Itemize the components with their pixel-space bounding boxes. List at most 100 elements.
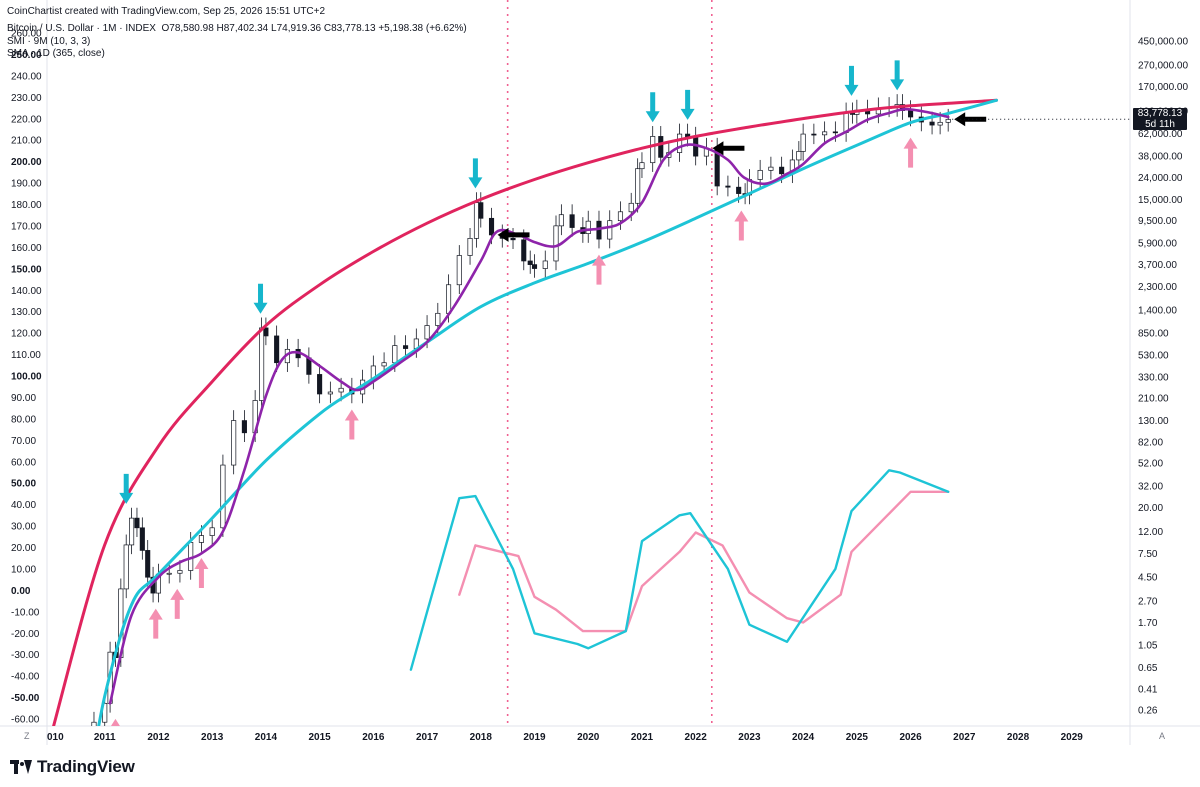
candle-up [822, 131, 828, 136]
left-axis-tick-label: 240.00 [11, 71, 42, 82]
right-axis-tick-label: 0.41 [1138, 684, 1158, 695]
left-axis-tick-label: 70.00 [11, 436, 36, 447]
cycle-top-arrow-icon [680, 89, 695, 120]
tradingview-logo-text: TradingView [37, 757, 135, 776]
left-axis-tick-label: -30.00 [11, 650, 40, 661]
tradingview-logo[interactable]: TradingView [10, 757, 135, 777]
left-axis-tick-label: 260.00 [11, 29, 42, 40]
smi-main-line [409, 469, 950, 671]
bar-countdown: 5d 11h [1145, 119, 1175, 131]
candle-down [811, 133, 817, 136]
right-axis-tick-label: 62,000.00 [1138, 129, 1183, 140]
time-axis-tick-label: 2021 [631, 732, 654, 743]
right-axis-tick-label: 7.50 [1138, 549, 1158, 560]
right-axis-tick-label: 170,000.00 [1138, 82, 1188, 93]
auto-scale-button[interactable]: A [1159, 731, 1166, 741]
time-axis-tick-label: 2012 [147, 732, 170, 743]
right-axis-tick-label: 530.00 [1138, 351, 1169, 362]
candle-down [779, 166, 785, 175]
candle-up [435, 312, 441, 326]
time-axis-tick-label: 2018 [470, 732, 493, 743]
right-axis-tick-label: 24,000.00 [1138, 173, 1183, 184]
right-axis-tick-label: 210.00 [1138, 394, 1169, 405]
cycle-bottom-arrow-icon [734, 210, 749, 241]
left-axis-tick-label: 120.00 [11, 329, 42, 340]
cycle-bottom-arrow-icon [194, 557, 209, 588]
cycle-top-arrow-icon [253, 283, 268, 314]
zoom-corner-button[interactable]: Z [24, 731, 30, 741]
right-axis-tick-label: 9,500.00 [1138, 216, 1177, 227]
time-axis-tick-label: 2029 [1061, 732, 1084, 743]
right-axis-tick-label: 82.00 [1138, 438, 1163, 449]
indicator-smi-label[interactable]: SMI · 9M (10, 3, 3) [7, 36, 91, 47]
candle-up [327, 391, 333, 395]
candle-up [424, 325, 430, 340]
candle-down [241, 420, 247, 434]
left-axis-tick-label: 180.00 [11, 200, 42, 211]
candle-up [757, 169, 763, 180]
candle-up [198, 535, 204, 543]
candle-up [585, 220, 591, 234]
candle-up [338, 387, 344, 393]
candle-down [274, 335, 280, 364]
candle-down [531, 264, 538, 269]
right-axis-tick-label: 0.65 [1138, 663, 1158, 674]
candle-up [635, 168, 641, 204]
right-axis-tick-label: 20.00 [1138, 503, 1163, 514]
candle-up [768, 166, 774, 171]
left-axis-tick-label: 150.00 [11, 264, 42, 275]
right-axis-tick-label: 1,400.00 [1138, 305, 1177, 316]
candle-up [473, 202, 480, 239]
credit-line: CoinChartist created with TradingView.co… [7, 6, 326, 17]
left-axis-tick-label: 110.00 [11, 350, 41, 361]
time-axis-tick-label: 2022 [685, 732, 708, 743]
time-axis-tick-label: 2019 [523, 732, 546, 743]
smi-signal-line [458, 490, 950, 633]
cycle-bottom-arrow-icon [344, 409, 359, 440]
candle-down [139, 527, 145, 551]
candle-down [510, 238, 516, 241]
candle-up [123, 544, 129, 590]
time-axis-tick-label: 2014 [255, 732, 278, 743]
candle-down [488, 217, 495, 236]
candle-up [91, 721, 97, 726]
candle-up [639, 162, 645, 170]
candle-down [403, 345, 409, 349]
cycle-top-arrow-icon [890, 60, 905, 91]
candle-down [929, 121, 935, 126]
candle-up [796, 151, 802, 161]
cycle-top-arrow-icon [119, 473, 134, 504]
left-axis-tick-label: 40.00 [11, 500, 36, 511]
right-axis-tick-label: 38,000.00 [1138, 152, 1183, 163]
candle-up [558, 214, 564, 227]
time-axis-tick-label: 2013 [201, 732, 224, 743]
time-axis-tick-label: 2016 [362, 732, 385, 743]
current-price-tag: 83,778.13 5d 11h [1133, 108, 1187, 131]
candle-up [800, 133, 806, 152]
right-axis-tick-label: 850.00 [1138, 329, 1169, 340]
candle-down [527, 260, 533, 265]
left-axis-tick-label: -60.00 [11, 715, 40, 726]
candle-up [542, 260, 548, 269]
cycle-top-arrow-icon [844, 65, 859, 96]
candle-down [569, 214, 575, 228]
candle-up [650, 136, 656, 164]
time-axis-tick-label: 2015 [308, 732, 331, 743]
right-axis-tick-label: 4.50 [1138, 573, 1158, 584]
candle-up [446, 284, 452, 314]
left-axis-tick-label: 20.00 [11, 543, 36, 554]
right-axis-tick-label: 330.00 [1138, 373, 1169, 384]
candle-up [209, 527, 215, 536]
candle-down [317, 374, 323, 395]
candle-up [166, 572, 172, 575]
candle-up [677, 133, 683, 153]
left-axis-tick-label: 80.00 [11, 414, 36, 425]
left-axis-tick-label: 100.00 [11, 372, 42, 383]
candle-down [145, 550, 151, 578]
left-axis-tick-label: 50.00 [11, 479, 36, 490]
plot-area[interactable] [51, 60, 1130, 786]
indicator-sma-label[interactable]: SMA · 1D (365, close) [7, 48, 105, 59]
candle-up [607, 220, 613, 240]
right-axis-tick-label: 3,700.00 [1138, 260, 1177, 271]
